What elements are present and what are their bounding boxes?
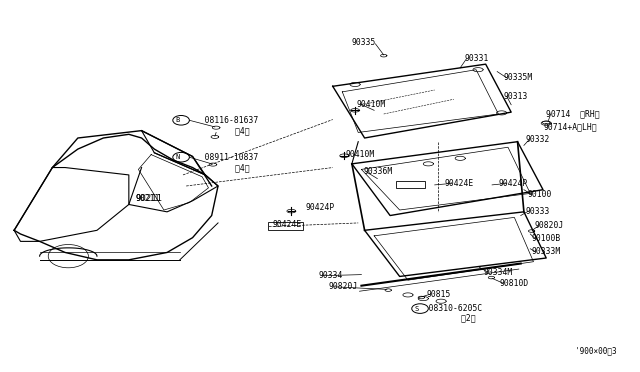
Text: 90333: 90333	[525, 206, 550, 216]
Text: S: S	[414, 305, 419, 312]
Text: 90334M: 90334M	[484, 267, 513, 276]
Text: 90820J: 90820J	[328, 282, 358, 291]
Text: 90211: 90211	[135, 195, 162, 203]
Text: 90810D: 90810D	[500, 279, 529, 288]
Text: 08310-6205C: 08310-6205C	[414, 304, 483, 313]
Text: 90335: 90335	[351, 38, 376, 47]
Text: 90334: 90334	[318, 271, 342, 280]
Text: 90424E: 90424E	[444, 179, 474, 188]
Text: 90820J: 90820J	[535, 221, 564, 230]
Text: 90424P: 90424P	[306, 203, 335, 212]
Text: N: N	[175, 154, 179, 160]
Text: 08911-10837: 08911-10837	[190, 153, 259, 162]
Text: 90714  〈RH〉: 90714 〈RH〉	[546, 109, 600, 119]
Text: 90424P: 90424P	[499, 179, 527, 188]
Text: 90100: 90100	[527, 190, 552, 199]
Text: 90313: 90313	[504, 92, 528, 101]
Text: 〈2〉: 〈2〉	[422, 313, 476, 322]
Text: 90336M: 90336M	[364, 167, 392, 176]
Text: 90100B: 90100B	[532, 234, 561, 243]
Text: 90211: 90211	[135, 195, 159, 203]
Text: 〈4〉: 〈4〉	[196, 164, 250, 173]
Text: B: B	[175, 117, 179, 123]
Text: 90332: 90332	[525, 135, 550, 144]
Bar	[268, 222, 303, 230]
Text: 90333M: 90333M	[532, 247, 561, 256]
Text: 08116-81637: 08116-81637	[190, 116, 259, 125]
Text: 90335M: 90335M	[504, 73, 532, 82]
Text: 90410M: 90410M	[346, 150, 375, 159]
Text: 90331: 90331	[465, 54, 489, 63]
Text: 90714+A〈LH〉: 90714+A〈LH〉	[543, 122, 596, 131]
Text: 90424E: 90424E	[272, 219, 301, 228]
Text: '900×00：3: '900×00：3	[575, 347, 616, 356]
Text: 90410M: 90410M	[357, 100, 386, 109]
Text: 90815: 90815	[426, 290, 451, 299]
Bar	[396, 181, 425, 188]
Text: 〈4〉: 〈4〉	[196, 127, 250, 136]
